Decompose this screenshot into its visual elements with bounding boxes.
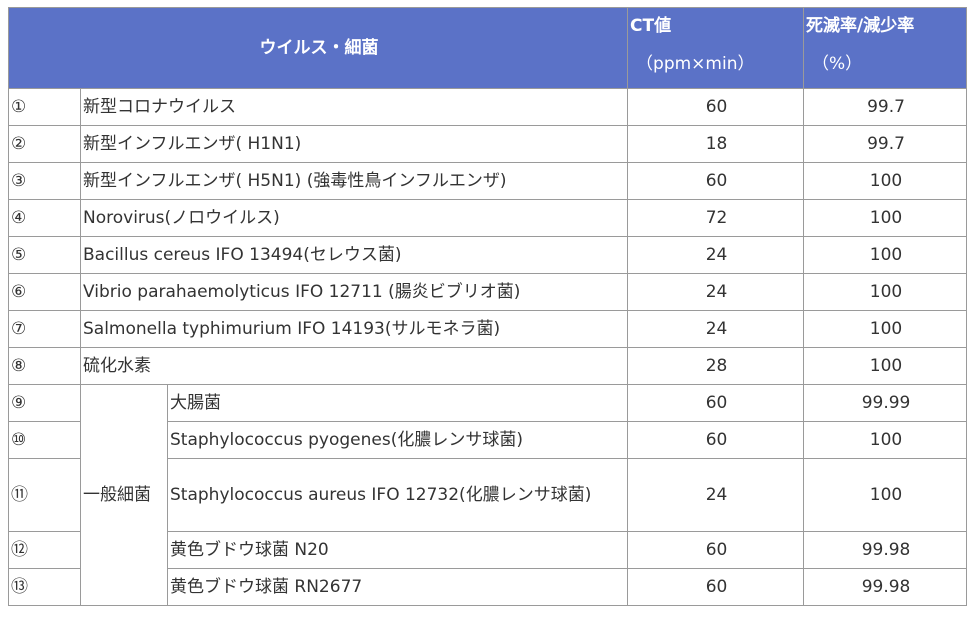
row-ct: 60	[627, 162, 805, 200]
row-number: ⑤	[8, 236, 81, 274]
header-ct-title: CT値	[630, 16, 672, 36]
row-rate: 100	[803, 162, 968, 200]
row-ct: 24	[627, 273, 805, 311]
row-ct: 24	[627, 236, 805, 274]
table-row: ① 新型コロナウイルス 60 99.7	[8, 88, 968, 126]
row-rate: 100	[803, 458, 968, 532]
table-row: ⑪ Staphylococcus aureus IFO 12732(化膿レンサ球…	[8, 458, 968, 532]
header-rate: 死滅率/減少率 （%）	[803, 7, 968, 89]
table-row: ② 新型インフルエンザ( H1N1) 18 99.7	[8, 125, 968, 163]
row-number: ⑬	[8, 568, 81, 606]
row-rate: 100	[803, 236, 968, 274]
row-number: ⑪	[8, 458, 81, 532]
row-rate: 99.98	[803, 531, 968, 569]
row-name: Vibrio parahaemolyticus IFO 12711 (腸炎ビブリ…	[79, 273, 629, 311]
row-name: Salmonella typhimurium IFO 14193(サルモネラ菌)	[79, 310, 629, 348]
row-number: ③	[8, 162, 81, 200]
row-ct: 24	[627, 458, 805, 532]
header-name: ウイルス・細菌	[7, 7, 629, 89]
row-name: 黄色ブドウ球菌 N20	[166, 531, 629, 569]
row-number: ②	[8, 125, 81, 163]
row-number: ⑧	[8, 347, 81, 385]
row-ct: 60	[627, 531, 805, 569]
row-ct: 60	[627, 88, 805, 126]
row-ct: 18	[627, 125, 805, 163]
row-rate: 99.99	[803, 384, 968, 422]
table-row: ⑦ Salmonella typhimurium IFO 14193(サルモネラ…	[8, 310, 968, 348]
table-row: ④ Norovirus(ノロウイルス) 72 100	[8, 199, 968, 237]
table-row: ⑫ 黄色ブドウ球菌 N20 60 99.98	[8, 531, 968, 569]
header-rate-unit: （%）	[812, 54, 863, 74]
row-rate: 100	[803, 347, 968, 385]
row-number: ⑦	[8, 310, 81, 348]
row-name: 硫化水素	[79, 347, 629, 385]
header-row: ウイルス・細菌 CT値 （ppm×min） 死滅率/減少率 （%）	[7, 7, 968, 89]
row-number: ⑫	[8, 531, 81, 569]
table-row: ⑨ 一般細菌 大腸菌 60 99.99	[8, 384, 968, 606]
table-row: ③ 新型インフルエンザ( H5N1) (強毒性鳥インフルエンザ) 60 100	[8, 162, 968, 200]
row-number: ④	[8, 199, 81, 237]
table-row: ⑥ Vibrio parahaemolyticus IFO 12711 (腸炎ビ…	[8, 273, 968, 311]
table-row: ⑩ Staphylococcus pyogenes(化膿レンサ球菌) 60 10…	[8, 421, 968, 459]
row-rate: 99.7	[803, 88, 968, 126]
header-ct: CT値 （ppm×min）	[627, 7, 805, 89]
row-name: Bacillus cereus IFO 13494(セレウス菌)	[79, 236, 629, 274]
row-rate: 100	[803, 273, 968, 311]
row-number: ⑩	[8, 421, 81, 459]
header-rate-title: 死滅率/減少率	[806, 16, 915, 36]
row-name: Staphylococcus aureus IFO 12732(化膿レンサ球菌)	[166, 458, 629, 532]
row-number: ⑥	[8, 273, 81, 311]
row-number: ⑨	[8, 384, 81, 422]
row-ct: 72	[627, 199, 805, 237]
row-ct: 60	[627, 568, 805, 606]
row-name: Norovirus(ノロウイルス)	[79, 199, 629, 237]
table-row: ⑧ 硫化水素 28 100	[8, 347, 968, 385]
row-rate: 99.98	[803, 568, 968, 606]
row-ct: 60	[627, 421, 805, 459]
row-ct: 28	[627, 347, 805, 385]
group-label: 一般細菌	[80, 384, 168, 606]
row-ct: 60	[627, 384, 805, 422]
header-ct-unit: （ppm×min）	[636, 54, 755, 74]
row-rate: 100	[803, 310, 968, 348]
row-name: 新型インフルエンザ( H1N1)	[79, 125, 629, 163]
row-name: 新型インフルエンザ( H5N1) (強毒性鳥インフルエンザ)	[79, 162, 629, 200]
table-row: ⑤ Bacillus cereus IFO 13494(セレウス菌) 24 10…	[8, 236, 968, 274]
row-name: 新型コロナウイルス	[79, 88, 629, 126]
row-name: 大腸菌	[166, 384, 629, 422]
row-ct: 24	[627, 310, 805, 348]
ct-value-table: ウイルス・細菌 CT値 （ppm×min） 死滅率/減少率 （%） ① 新型コロ…	[7, 7, 968, 606]
row-name: 黄色ブドウ球菌 RN2677	[166, 568, 629, 606]
row-rate: 100	[803, 421, 968, 459]
table-row: ⑬ 黄色ブドウ球菌 RN2677 60 99.98	[8, 568, 968, 606]
row-rate: 100	[803, 199, 968, 237]
row-name: Staphylococcus pyogenes(化膿レンサ球菌)	[166, 421, 629, 459]
row-rate: 99.7	[803, 125, 968, 163]
row-number: ①	[8, 88, 81, 126]
